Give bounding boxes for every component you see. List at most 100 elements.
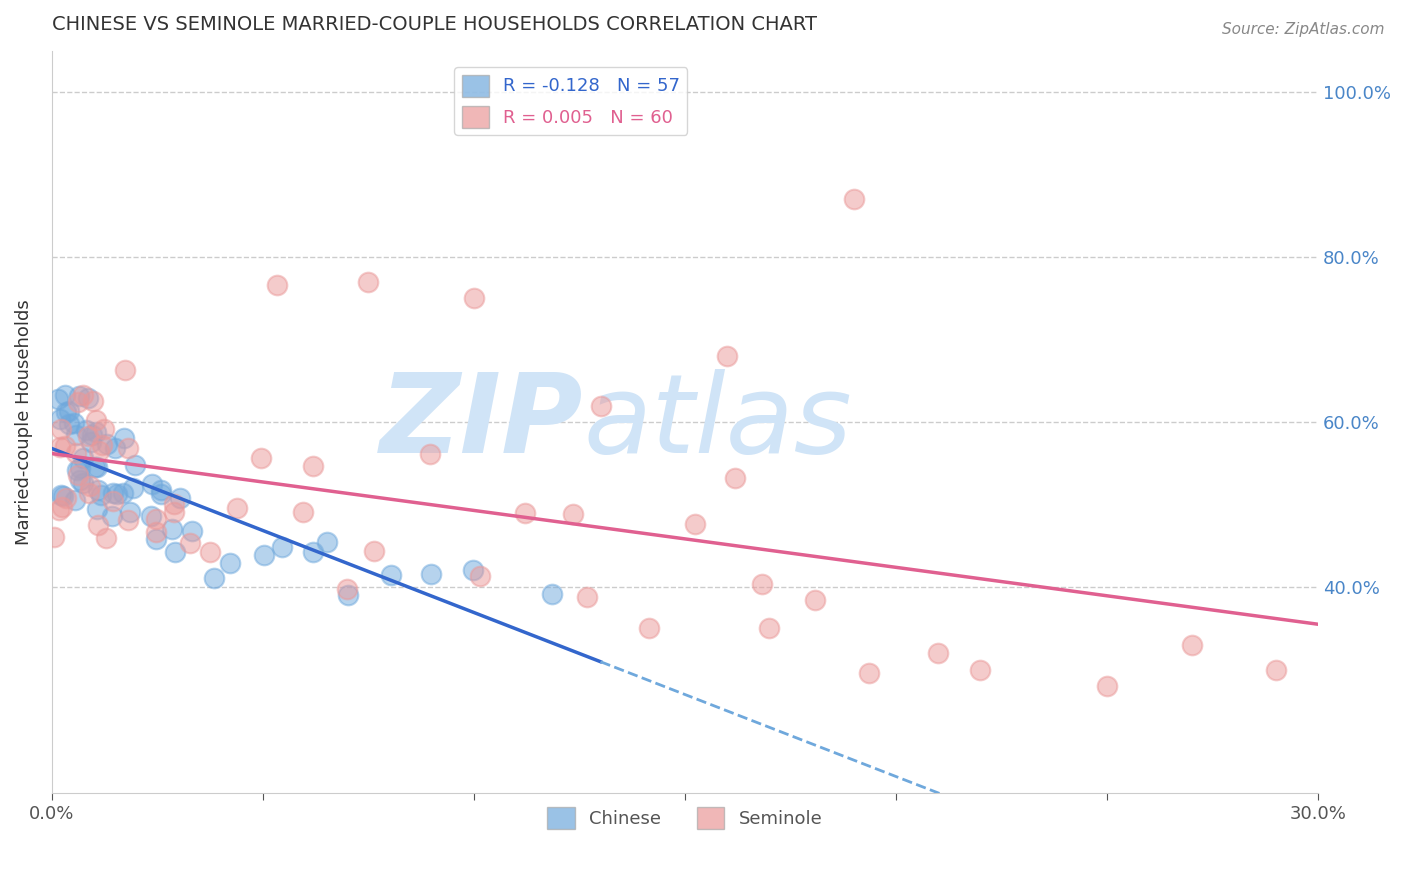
Point	[117, 513, 139, 527]
Point	[357, 275, 380, 289]
Point	[101, 509, 124, 524]
Point	[145, 511, 167, 525]
Point	[77, 485, 100, 500]
Point	[266, 277, 288, 292]
Text: CHINESE VS SEMINOLE MARRIED-COUPLE HOUSEHOLDS CORRELATION CHART: CHINESE VS SEMINOLE MARRIED-COUPLE HOUSE…	[52, 15, 817, 34]
Point	[75, 423, 97, 437]
Point	[249, 451, 271, 466]
Text: atlas: atlas	[583, 368, 852, 475]
Text: Source: ZipAtlas.com: Source: ZipAtlas.com	[1222, 22, 1385, 37]
Point	[87, 518, 110, 533]
Point	[420, 566, 443, 581]
Point	[53, 440, 76, 454]
Point	[139, 508, 162, 523]
Point	[169, 491, 191, 506]
Point	[72, 475, 94, 490]
Point	[83, 459, 105, 474]
Point	[55, 405, 77, 419]
Point	[162, 522, 184, 536]
Point	[96, 437, 118, 451]
Point	[219, 556, 242, 570]
Point	[163, 505, 186, 519]
Point	[65, 446, 87, 460]
Point	[65, 428, 87, 442]
Point	[842, 192, 865, 206]
Point	[86, 413, 108, 427]
Point	[58, 403, 80, 417]
Point	[149, 483, 172, 498]
Point	[112, 431, 135, 445]
Point	[69, 461, 91, 475]
Point	[969, 663, 991, 677]
Point	[541, 587, 564, 601]
Point	[82, 394, 104, 409]
Point	[67, 388, 90, 402]
Point	[77, 429, 100, 443]
Point	[1095, 679, 1118, 693]
Point	[104, 442, 127, 456]
Point	[463, 291, 485, 305]
Point	[82, 428, 104, 442]
Point	[1180, 638, 1202, 652]
Point	[302, 544, 325, 558]
Point	[79, 479, 101, 493]
Point	[101, 494, 124, 508]
Point	[55, 491, 77, 506]
Point	[46, 392, 69, 406]
Point	[302, 459, 325, 474]
Point	[76, 392, 98, 406]
Point	[468, 568, 491, 582]
Point	[858, 666, 880, 681]
Point	[80, 435, 103, 450]
Point	[49, 422, 72, 436]
Point	[55, 388, 77, 402]
Point	[149, 487, 172, 501]
Legend: Chinese, Seminole: Chinese, Seminole	[540, 800, 830, 837]
Point	[589, 399, 612, 413]
Point	[461, 563, 484, 577]
Point	[90, 488, 112, 502]
Point	[141, 476, 163, 491]
Point	[291, 505, 314, 519]
Point	[72, 451, 94, 466]
Point	[724, 471, 747, 485]
Point	[145, 525, 167, 540]
Point	[48, 503, 70, 517]
Point	[561, 507, 583, 521]
Point	[145, 532, 167, 546]
Point	[63, 416, 86, 430]
Y-axis label: Married-couple Households: Married-couple Households	[15, 299, 32, 545]
Text: ZIP: ZIP	[380, 368, 583, 475]
Point	[66, 463, 89, 477]
Point	[716, 349, 738, 363]
Point	[336, 582, 359, 597]
Point	[336, 588, 359, 602]
Point	[363, 544, 385, 558]
Point	[124, 458, 146, 472]
Point	[67, 395, 90, 409]
Point	[163, 497, 186, 511]
Point	[202, 571, 225, 585]
Point	[84, 425, 107, 439]
Point	[86, 459, 108, 474]
Point	[89, 444, 111, 458]
Point	[103, 486, 125, 500]
Point	[94, 532, 117, 546]
Point	[253, 548, 276, 562]
Point	[87, 483, 110, 497]
Point	[86, 502, 108, 516]
Point	[226, 501, 249, 516]
Point	[198, 545, 221, 559]
Point	[65, 492, 87, 507]
Point	[751, 577, 773, 591]
Point	[49, 488, 72, 502]
Point	[927, 646, 949, 660]
Point	[93, 422, 115, 436]
Point	[758, 621, 780, 635]
Point	[804, 592, 827, 607]
Point	[67, 467, 90, 482]
Point	[42, 530, 65, 544]
Point	[380, 568, 402, 582]
Point	[180, 524, 202, 538]
Point	[179, 536, 201, 550]
